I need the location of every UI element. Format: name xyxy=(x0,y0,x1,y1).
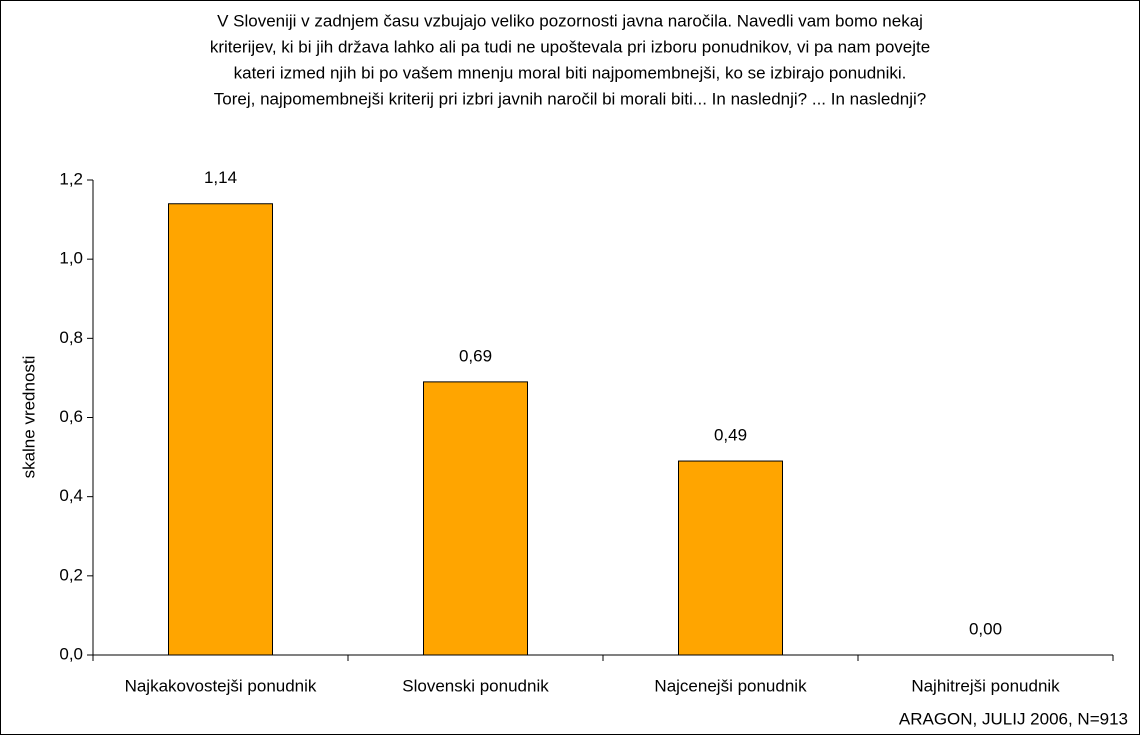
y-tick-label: 1,2 xyxy=(59,169,83,188)
y-tick-label: 0,4 xyxy=(59,486,83,505)
y-axis-label: skalne vrednosti xyxy=(19,356,38,479)
y-tick-label: 0,2 xyxy=(59,565,83,584)
value-label: 0,69 xyxy=(459,346,492,365)
chart-title: Torej, najpomembnejši kriterij pri izbri… xyxy=(214,89,926,108)
chart-title: V Sloveniji v zadnjem času vzbujajo veli… xyxy=(217,11,923,30)
x-tick-label: Slovenski ponudnik xyxy=(402,676,549,695)
x-tick-label: Najkakovostejši ponudnik xyxy=(125,676,317,695)
x-tick-label: Najhitrejši ponudnik xyxy=(911,676,1060,695)
value-label: 0,49 xyxy=(714,426,747,445)
value-label: 1,14 xyxy=(204,168,237,187)
value-label: 0,00 xyxy=(969,619,1002,638)
x-tick-label: Najcenejši ponudnik xyxy=(654,676,807,695)
bar xyxy=(423,381,528,656)
chart-title: kriterijev, ki bi jih država lahko ali p… xyxy=(210,37,930,56)
y-tick-label: 0,0 xyxy=(59,644,83,663)
y-tick-label: 0,6 xyxy=(59,407,83,426)
chart-title: kateri izmed njih bi po vašem mnenju mor… xyxy=(234,63,907,82)
y-tick-label: 0,8 xyxy=(59,328,83,347)
bar xyxy=(168,203,273,656)
source-note: ARAGON, JULIJ 2006, N=913 xyxy=(899,709,1128,728)
y-tick-label: 1,0 xyxy=(59,249,83,268)
bar xyxy=(678,460,783,656)
